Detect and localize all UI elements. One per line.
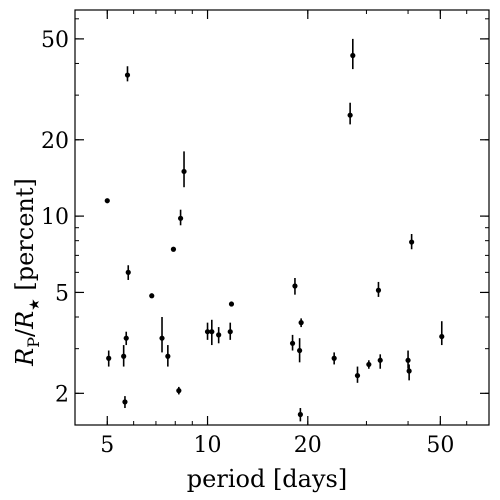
data-point <box>106 355 112 361</box>
data-point <box>177 215 184 221</box>
x-axis-ticks: 5 10 20 50 <box>100 10 468 458</box>
y-label-sub1: P <box>24 337 43 348</box>
x-axis-label: period [days] <box>187 465 347 493</box>
error-bars <box>107 38 443 422</box>
x-tick-label: 10 <box>194 433 222 458</box>
data-point <box>122 399 128 405</box>
y-label-slash: / <box>11 328 39 337</box>
svg-text:RP/R★ [percent]: RP/R★ [percent] <box>11 178 43 367</box>
data-point <box>354 372 361 379</box>
y-axis-ticks: 2 5 10 20 50 <box>41 18 489 407</box>
data-point <box>405 357 411 363</box>
data-point <box>406 368 412 374</box>
data-point <box>149 293 155 299</box>
data-point <box>204 329 211 335</box>
data-point <box>298 320 304 326</box>
y-tick-label: 20 <box>41 129 69 154</box>
data-point <box>377 357 383 363</box>
data-point <box>409 239 415 245</box>
data-point <box>176 388 182 394</box>
data-point <box>181 168 187 175</box>
data-point <box>159 335 165 341</box>
data-point <box>297 411 303 418</box>
data-point <box>125 269 131 275</box>
y-axis-label: RP/R★ [percent] <box>11 178 43 367</box>
data-point <box>227 329 233 335</box>
data-point <box>165 353 171 359</box>
data-point <box>347 112 353 118</box>
data-point <box>297 347 303 354</box>
data-point <box>170 246 177 252</box>
y-tick-label: 50 <box>41 28 69 53</box>
data-point <box>439 333 445 340</box>
data-point <box>228 301 235 307</box>
y-tick-label: 5 <box>55 281 69 306</box>
plot-frame <box>74 9 490 426</box>
y-label-r2: R <box>11 311 39 330</box>
y-label-sub2: ★ <box>27 298 43 311</box>
y-label-unit: [percent] <box>11 178 39 298</box>
x-tick-label: 5 <box>100 433 114 458</box>
data-point <box>292 283 298 289</box>
data-point <box>331 355 337 361</box>
x-tick-label: 50 <box>426 433 454 458</box>
data-point <box>289 340 296 346</box>
data-point <box>216 332 222 338</box>
data-point <box>121 353 127 359</box>
plot-area <box>74 9 490 426</box>
x-tick-label: 20 <box>294 433 322 458</box>
data-point <box>375 287 382 293</box>
data-point <box>209 329 215 335</box>
y-tick-label: 2 <box>55 382 69 407</box>
data-point <box>104 198 110 204</box>
y-label-r1: R <box>11 348 39 367</box>
data-point <box>124 72 131 78</box>
data-point <box>366 361 372 368</box>
y-tick-label: 10 <box>41 205 69 230</box>
data-point <box>350 52 356 59</box>
data-points <box>104 52 445 418</box>
data-point <box>123 335 129 341</box>
